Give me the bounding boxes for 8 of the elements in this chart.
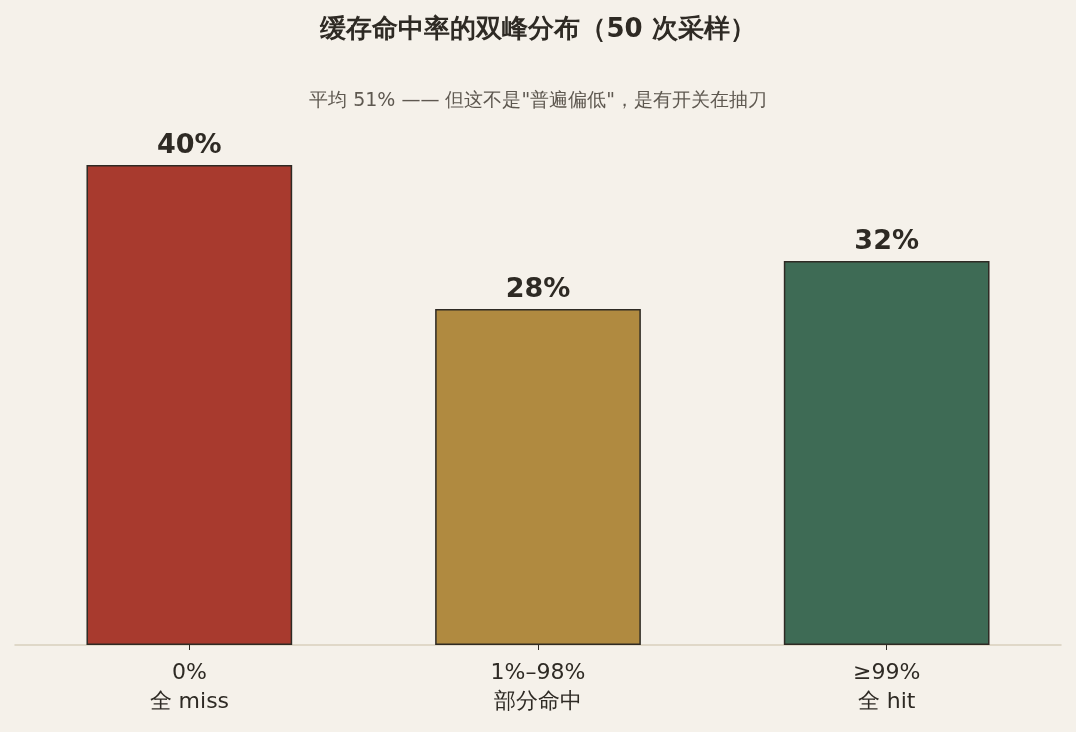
x-tick-label: 0% 全 miss: [149, 659, 230, 713]
data-label: 40%: [157, 128, 222, 159]
data-label: 32%: [854, 224, 919, 255]
x-tick-label: 1%–98% 部分命中: [490, 659, 586, 713]
x-tick-label: ≥99% 全 hit: [852, 659, 921, 713]
chart-title: 缓存命中率的双峰分布（50 次采样）: [319, 13, 756, 43]
chart-subtitle: 平均 51% —— 但这不是"普遍偏低"，是有开关在抽刀: [309, 87, 767, 110]
data-label: 28%: [505, 272, 571, 303]
